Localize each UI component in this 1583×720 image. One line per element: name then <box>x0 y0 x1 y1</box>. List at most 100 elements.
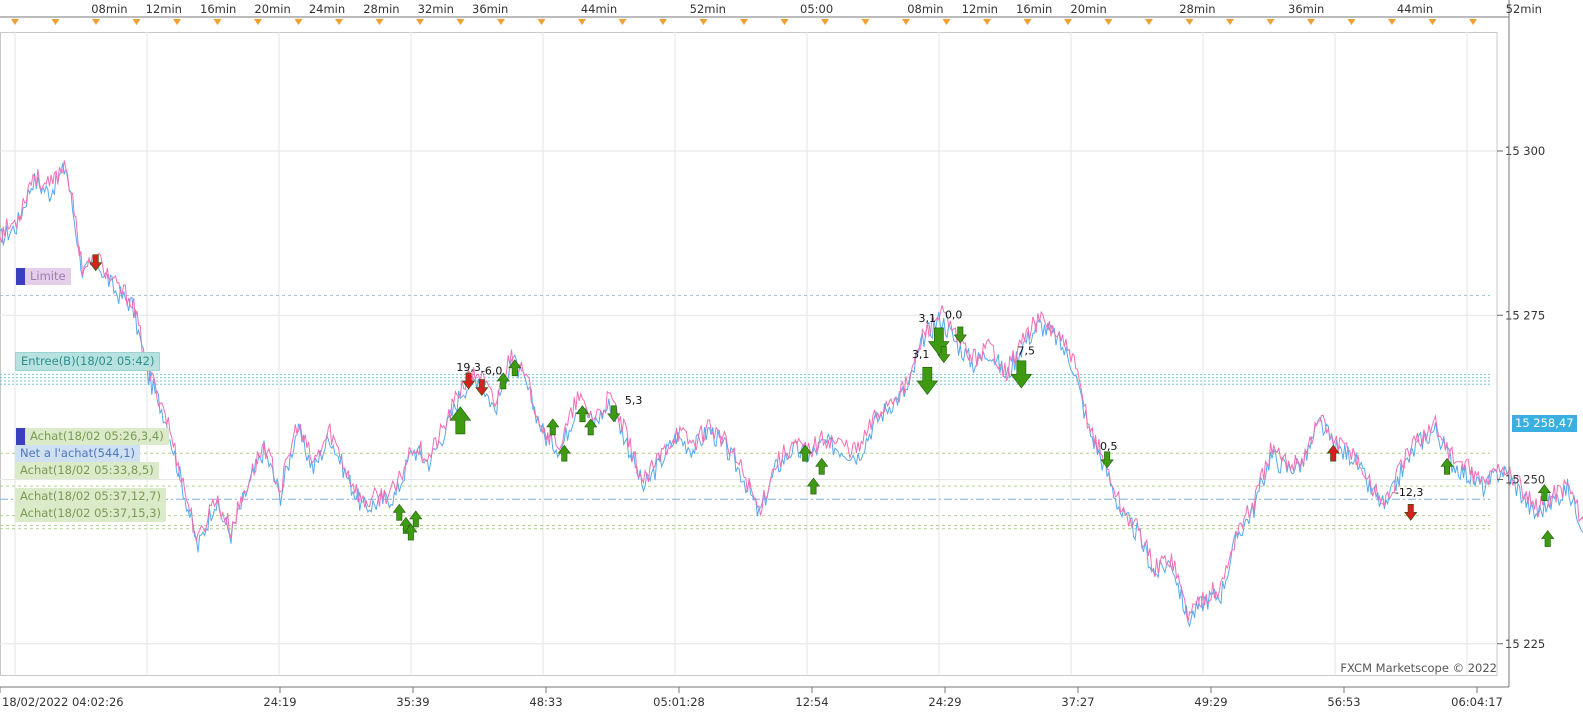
trade-arrow-up[interactable] <box>798 444 812 462</box>
top-tick-label: 08min <box>907 2 943 16</box>
label-achat-2[interactable]: Achat(18/02 05:33,8,5) <box>15 462 159 479</box>
label-achat-1[interactable]: Achat(18/02 05:26,3,4) <box>25 428 169 445</box>
top-tick-label: 44min <box>1397 2 1433 16</box>
bottom-tick-label: 48:33 <box>529 695 562 709</box>
top-tick-marker <box>1347 19 1356 25</box>
top-tick-marker <box>902 19 910 25</box>
trade-label: 3,1 <box>912 348 930 361</box>
top-tick-label: 16min <box>1016 2 1052 16</box>
top-tick-marker <box>51 19 60 25</box>
trade-arrow-down[interactable] <box>607 405 621 423</box>
trade-label: 3,1 <box>919 312 937 325</box>
trade-arrow-down[interactable] <box>462 372 476 390</box>
bottom-tick-label: 24:29 <box>928 695 961 709</box>
top-tick-marker <box>497 19 505 25</box>
top-tick-marker <box>578 19 586 25</box>
top-tick-marker <box>983 19 991 25</box>
top-tick-marker <box>821 19 829 25</box>
trade-arrow-up[interactable] <box>806 477 821 495</box>
bottom-tick-label: 05:01:28 <box>653 695 705 709</box>
top-tick-marker <box>1104 19 1113 25</box>
top-tick-marker <box>699 19 708 25</box>
top-tick-label: 24min <box>309 2 345 16</box>
top-tick-marker <box>1145 19 1153 25</box>
y-tick-label: 15 225 <box>1505 637 1545 651</box>
top-tick-marker <box>1266 19 1275 25</box>
trade-label: -6,0 <box>481 364 502 377</box>
trade-arrow-up[interactable] <box>575 405 590 423</box>
top-tick-label: 28min <box>363 2 399 16</box>
trade-arrow-up[interactable] <box>546 418 560 436</box>
trade-arrow-up[interactable] <box>1541 530 1555 547</box>
label-net-achat[interactable]: Net a l'achat(544,1) <box>15 445 141 462</box>
y-tick-label: 15 250 <box>1505 473 1545 487</box>
top-tick-marker <box>537 19 546 25</box>
trade-arrow-down[interactable] <box>1010 360 1033 389</box>
trade-arrow-up[interactable] <box>1537 484 1551 501</box>
trade-label: 0,5 <box>1100 440 1118 453</box>
top-tick-marker <box>1469 19 1477 25</box>
top-tick-marker <box>92 19 100 25</box>
label-achat-3[interactable]: Achat(18/02 05:37,12,7) <box>15 488 167 505</box>
price-line-bid[interactable] <box>0 163 1583 628</box>
trade-arrow-up[interactable] <box>584 418 598 436</box>
top-tick-label: 05:00 <box>800 2 833 16</box>
bottom-tick-label: 56:53 <box>1327 695 1360 709</box>
trade-arrow-up[interactable] <box>404 523 418 541</box>
top-tick-label: 08min <box>91 2 127 16</box>
top-tick-marker <box>1307 19 1315 25</box>
top-tick-label: 20min <box>254 2 290 16</box>
top-tick-label: 12min <box>146 2 182 16</box>
trade-arrow-down[interactable] <box>953 326 967 344</box>
trade-arrow-down[interactable] <box>1100 451 1114 469</box>
price-line-ask[interactable] <box>0 160 1583 623</box>
top-tick-marker <box>861 19 870 25</box>
trade-arrow-up[interactable] <box>1326 444 1340 462</box>
label-achat-4[interactable]: Achat(18/02 05:37,15,3) <box>15 505 167 522</box>
trade-arrow-down[interactable] <box>928 327 950 356</box>
bottom-tick-label: 12:54 <box>795 695 828 709</box>
last-price-badge: 15 258,47 <box>1512 415 1577 432</box>
trade-label: 7,5 <box>1018 345 1036 358</box>
trade-arrow-up[interactable] <box>508 359 522 377</box>
top-tick-marker <box>780 19 789 25</box>
plot-frame <box>0 32 1498 676</box>
y-tick-label: 15 300 <box>1505 144 1545 158</box>
top-tick-label: 20min <box>1070 2 1106 16</box>
top-tick-marker <box>456 19 465 25</box>
bottom-tick-label: 24:19 <box>263 695 296 709</box>
trade-arrow-up[interactable] <box>557 444 571 462</box>
top-tick-marker <box>618 19 627 25</box>
bottom-tick-label: 18/02/2022 04:02:26 <box>2 695 124 709</box>
trade-arrow-down[interactable] <box>89 254 103 272</box>
buy-marker <box>16 428 26 445</box>
top-tick-marker <box>416 19 424 25</box>
top-tick-marker <box>132 19 141 25</box>
trade-arrow-down[interactable] <box>916 367 939 396</box>
top-tick-label: 16min <box>200 2 236 16</box>
trade-label: 19,3 <box>456 361 481 374</box>
top-tick-label: 44min <box>581 2 617 16</box>
top-tick-marker <box>740 19 748 25</box>
top-tick-label: 32min <box>418 2 454 16</box>
label-entry[interactable]: Entree(B)(18/02 05:42) <box>15 352 161 371</box>
trade-arrow-up[interactable] <box>1440 457 1454 475</box>
top-tick-marker <box>659 19 667 25</box>
trade-arrow-down[interactable] <box>475 379 489 397</box>
trade-arrow-up[interactable] <box>392 503 406 521</box>
label-limit[interactable]: Limite <box>25 268 71 285</box>
trade-arrow-up[interactable] <box>496 372 510 390</box>
trade-arrow-down[interactable] <box>937 346 951 364</box>
copyright-text: FXCM Marketscope © 2022 <box>1340 661 1497 675</box>
top-tick-label: 52min <box>690 2 726 16</box>
trade-arrow-up[interactable] <box>815 457 829 475</box>
trade-arrow-up[interactable] <box>449 406 472 435</box>
top-tick-label: 36min <box>1288 2 1324 16</box>
top-tick-marker <box>1388 19 1396 25</box>
top-tick-label: 52min <box>1506 2 1542 16</box>
trade-arrow-down[interactable] <box>1404 504 1418 521</box>
top-tick-marker <box>1226 19 1234 25</box>
trade-arrow-up[interactable] <box>409 510 423 528</box>
